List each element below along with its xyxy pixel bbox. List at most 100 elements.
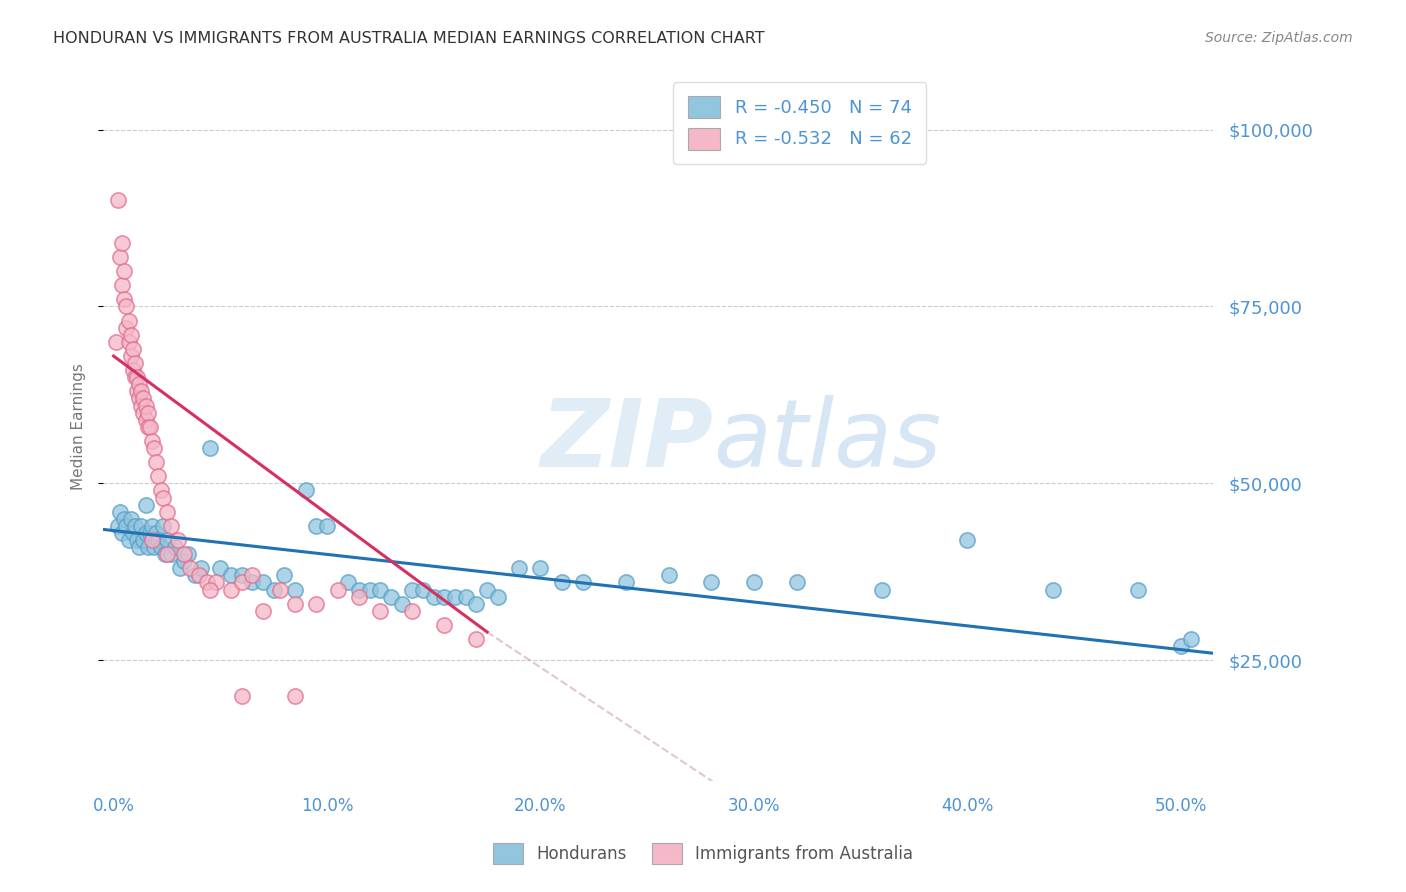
Point: [188, 568, 211, 582]
Point: [380, 590, 402, 604]
Point: [269, 582, 291, 597]
Point: [115, 300, 138, 314]
Point: [112, 512, 135, 526]
Point: [132, 406, 155, 420]
Point: [347, 590, 370, 604]
Point: [132, 533, 155, 547]
Point: [252, 604, 274, 618]
Point: [125, 384, 148, 399]
Point: [148, 469, 170, 483]
Point: [173, 554, 195, 568]
Point: [305, 519, 328, 533]
Point: [347, 582, 370, 597]
Point: [454, 590, 477, 604]
Point: [205, 575, 228, 590]
Point: [433, 618, 456, 632]
Point: [156, 547, 179, 561]
Point: [183, 568, 205, 582]
Point: [401, 582, 423, 597]
Point: [209, 561, 232, 575]
Text: ZIP: ZIP: [540, 395, 713, 487]
Text: Source: ZipAtlas.com: Source: ZipAtlas.com: [1205, 31, 1353, 45]
Point: [614, 575, 637, 590]
Point: [111, 525, 134, 540]
Point: [444, 590, 467, 604]
Y-axis label: Median Earnings: Median Earnings: [72, 363, 86, 491]
Point: [125, 370, 148, 384]
Point: [136, 419, 159, 434]
Point: [316, 519, 339, 533]
Point: [219, 568, 242, 582]
Point: [145, 525, 167, 540]
Point: [433, 590, 456, 604]
Point: [197, 575, 219, 590]
Point: [152, 491, 174, 505]
Point: [145, 455, 167, 469]
Text: atlas: atlas: [713, 395, 942, 486]
Point: [401, 604, 423, 618]
Point: [273, 568, 295, 582]
Point: [1042, 582, 1064, 597]
Point: [156, 505, 179, 519]
Point: [956, 533, 979, 547]
Point: [486, 590, 509, 604]
Legend: Hondurans, Immigrants from Australia: Hondurans, Immigrants from Australia: [486, 837, 920, 871]
Point: [742, 575, 765, 590]
Point: [475, 582, 498, 597]
Point: [198, 582, 221, 597]
Point: [124, 356, 146, 370]
Point: [219, 582, 242, 597]
Point: [121, 342, 143, 356]
Point: [422, 590, 444, 604]
Point: [135, 399, 157, 413]
Point: [104, 334, 127, 349]
Point: [141, 533, 163, 547]
Point: [263, 582, 285, 597]
Point: [231, 568, 253, 582]
Point: [135, 413, 157, 427]
Point: [173, 547, 195, 561]
Point: [132, 392, 155, 406]
Point: [786, 575, 808, 590]
Point: [166, 533, 188, 547]
Point: [1180, 632, 1202, 646]
Point: [529, 561, 551, 575]
Point: [508, 561, 530, 575]
Point: [135, 498, 157, 512]
Point: [165, 540, 187, 554]
Point: [141, 519, 163, 533]
Point: [700, 575, 723, 590]
Point: [337, 575, 360, 590]
Legend: R = -0.450   N = 74, R = -0.532   N = 62: R = -0.450 N = 74, R = -0.532 N = 62: [673, 82, 927, 164]
Point: [370, 604, 392, 618]
Text: HONDURAN VS IMMIGRANTS FROM AUSTRALIA MEDIAN EARNINGS CORRELATION CHART: HONDURAN VS IMMIGRANTS FROM AUSTRALIA ME…: [53, 31, 765, 46]
Point: [160, 547, 183, 561]
Point: [136, 406, 159, 420]
Point: [359, 582, 381, 597]
Point: [139, 525, 162, 540]
Point: [153, 547, 176, 561]
Point: [240, 568, 263, 582]
Point: [124, 370, 146, 384]
Point: [465, 597, 488, 611]
Point: [111, 278, 134, 293]
Point: [870, 582, 893, 597]
Point: [131, 519, 153, 533]
Point: [198, 441, 221, 455]
Point: [112, 264, 135, 278]
Point: [169, 561, 191, 575]
Point: [143, 441, 166, 455]
Point: [128, 392, 150, 406]
Point: [120, 349, 142, 363]
Point: [160, 519, 183, 533]
Point: [136, 540, 159, 554]
Point: [148, 533, 170, 547]
Point: [107, 519, 129, 533]
Point: [572, 575, 595, 590]
Point: [139, 419, 162, 434]
Point: [120, 327, 142, 342]
Point: [117, 313, 139, 327]
Point: [108, 250, 131, 264]
Point: [326, 582, 349, 597]
Point: [284, 597, 307, 611]
